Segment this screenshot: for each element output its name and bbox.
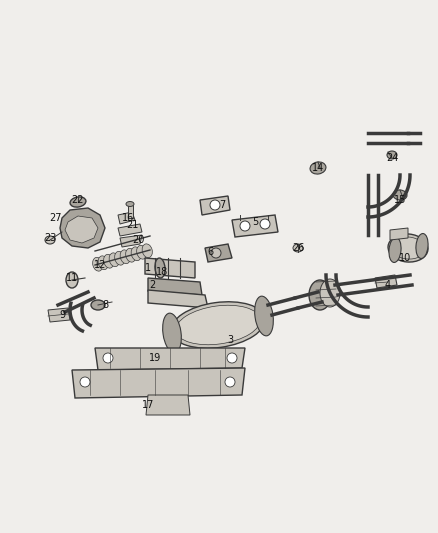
Ellipse shape: [66, 272, 78, 288]
Text: 9: 9: [59, 310, 65, 320]
Ellipse shape: [70, 197, 86, 207]
Text: 21: 21: [126, 220, 138, 230]
Ellipse shape: [115, 252, 125, 265]
Ellipse shape: [109, 253, 120, 266]
Text: 3: 3: [227, 335, 233, 345]
Ellipse shape: [309, 280, 331, 310]
Text: 20: 20: [132, 235, 144, 245]
Polygon shape: [60, 208, 105, 248]
Text: 14: 14: [312, 163, 324, 173]
Polygon shape: [95, 348, 245, 370]
Ellipse shape: [391, 237, 425, 259]
Ellipse shape: [92, 257, 103, 271]
Polygon shape: [148, 290, 208, 308]
Polygon shape: [200, 196, 230, 215]
Ellipse shape: [126, 201, 134, 206]
Polygon shape: [375, 275, 397, 288]
Text: 26: 26: [292, 243, 304, 253]
Polygon shape: [145, 258, 195, 278]
Text: 16: 16: [122, 213, 134, 223]
Circle shape: [240, 221, 250, 231]
Ellipse shape: [137, 245, 147, 259]
Ellipse shape: [310, 162, 326, 174]
Ellipse shape: [120, 250, 131, 264]
Text: 1: 1: [145, 263, 151, 273]
Circle shape: [211, 248, 221, 258]
Polygon shape: [118, 224, 142, 236]
Text: 19: 19: [149, 353, 161, 363]
Ellipse shape: [45, 236, 55, 244]
Ellipse shape: [155, 258, 165, 278]
Text: 23: 23: [44, 233, 56, 243]
Ellipse shape: [387, 151, 397, 159]
Ellipse shape: [416, 233, 428, 259]
Text: 18: 18: [156, 267, 168, 277]
Text: 27: 27: [49, 213, 61, 223]
Ellipse shape: [91, 300, 105, 310]
Text: 12: 12: [94, 260, 106, 270]
Polygon shape: [232, 215, 278, 237]
Ellipse shape: [389, 238, 401, 262]
Circle shape: [103, 353, 113, 363]
Text: 11: 11: [66, 273, 78, 283]
Polygon shape: [128, 205, 133, 218]
Text: 15: 15: [394, 195, 406, 205]
Text: 7: 7: [219, 200, 225, 210]
Circle shape: [225, 377, 235, 387]
Text: 5: 5: [252, 217, 258, 227]
Ellipse shape: [320, 279, 340, 307]
Ellipse shape: [254, 296, 273, 336]
Text: 17: 17: [142, 400, 154, 410]
Ellipse shape: [388, 234, 428, 262]
Ellipse shape: [176, 305, 260, 345]
Circle shape: [227, 353, 237, 363]
Polygon shape: [148, 278, 202, 295]
Polygon shape: [65, 216, 98, 243]
Circle shape: [80, 377, 90, 387]
Polygon shape: [146, 395, 190, 415]
Polygon shape: [118, 212, 135, 224]
Ellipse shape: [162, 313, 181, 353]
Ellipse shape: [142, 244, 152, 257]
Text: 22: 22: [72, 195, 84, 205]
Polygon shape: [205, 244, 232, 262]
Ellipse shape: [171, 302, 265, 348]
Ellipse shape: [126, 248, 136, 262]
Ellipse shape: [104, 254, 114, 268]
Ellipse shape: [98, 256, 108, 270]
Text: 4: 4: [385, 280, 391, 290]
Polygon shape: [48, 308, 70, 322]
Circle shape: [260, 219, 270, 229]
Ellipse shape: [293, 244, 303, 252]
Text: 10: 10: [399, 253, 411, 263]
Ellipse shape: [131, 247, 141, 261]
Polygon shape: [390, 228, 408, 240]
Polygon shape: [72, 368, 245, 398]
Text: 2: 2: [149, 280, 155, 290]
Circle shape: [210, 200, 220, 210]
Text: 6: 6: [207, 247, 213, 257]
Ellipse shape: [393, 190, 407, 200]
Polygon shape: [120, 235, 142, 247]
Text: 8: 8: [102, 300, 108, 310]
Text: 24: 24: [386, 153, 398, 163]
